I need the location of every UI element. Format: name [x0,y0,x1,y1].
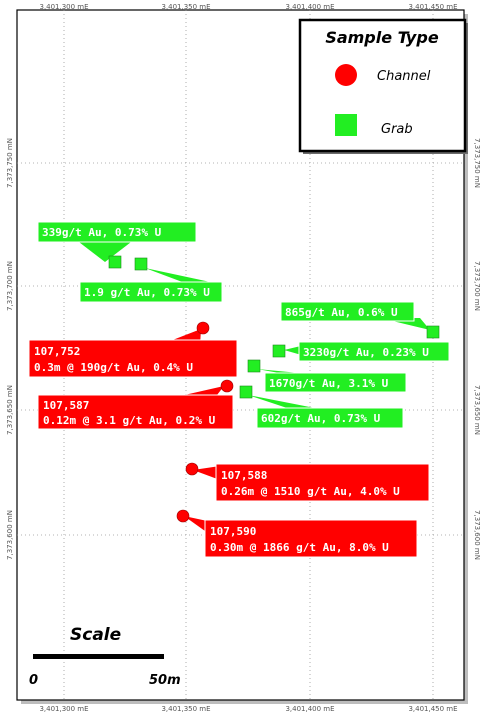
callout-box [215,463,430,502]
grab-callout: 3230g/t Au, 0.23% U [284,341,450,362]
grab-callout: 339g/t Au, 0.73% U [37,221,197,262]
grab-callout: 1670g/t Au, 3.1% U [257,369,407,393]
callout-text: 1.9 g/t Au, 0.73% U [84,286,210,299]
grab-callout: 602g/t Au, 0.73% U [248,395,404,429]
northing-label-right: 7,373,750 mN [473,138,481,188]
grab-sample-marker [134,257,148,271]
easting-label-bottom: 3,401,450 mE [408,705,457,713]
grab-sample-marker [239,385,253,399]
easting-label-top: 3,401,300 mE [39,3,88,11]
channel-callout: 107,590 0.30m @ 1866 g/t Au, 8.0% U [184,516,418,558]
callout-box [280,301,415,322]
callout-box [37,221,197,243]
callout-pointer [145,268,215,283]
northing-label-left: 7,373,750 mN [6,138,14,188]
grab-sample-marker [426,325,440,339]
easting-label-bottom: 3,401,350 mE [161,705,210,713]
northing-label-left: 7,373,600 mN [6,510,14,560]
grab-symbol-icon [335,114,357,136]
callout-box [256,407,404,429]
northing-label-left: 7,373,650 mN [6,385,14,435]
grab-sample-marker [272,344,286,358]
legend-label-channel: Channel [377,69,431,84]
callout-box [28,339,238,378]
callout-box [37,394,234,430]
callout-text: 0.26m @ 1510 g/t Au, 4.0% U [221,485,400,498]
callout-text: 0.3m @ 190g/t Au, 0.4% U [34,361,193,374]
callout-box [298,341,450,362]
channel-sample-marker [185,462,199,476]
channel-sample-marker [176,509,190,523]
callout-text: 107,587 [43,399,89,412]
channel-sample-marker [220,379,234,393]
grab-sample-marker [108,255,122,269]
scale-bar-line [33,654,164,659]
callout-text: 339g/t Au, 0.73% U [42,226,162,239]
easting-label-top: 3,401,350 mE [161,3,210,11]
northing-label-right: 7,373,700 mN [473,261,481,311]
easting-label-top: 3,401,450 mE [408,3,457,11]
northing-label-right: 7,373,650 mN [473,385,481,435]
callout-pointer [248,395,320,409]
easting-label-bottom: 3,401,300 mE [39,705,88,713]
callout-pointer [193,466,220,480]
legend: Sample Type Channel Grab [298,18,468,154]
callout-text: 602g/t Au, 0.73% U [261,412,381,425]
channel-callout: 107,752 0.3m @ 190g/t Au, 0.4% U [28,329,238,378]
easting-label-top: 3,401,400 mE [285,3,334,11]
callout-text: 107,588 [221,469,267,482]
callout-text: 107,752 [34,345,80,358]
grab-callout: 865g/t Au, 0.6% U [280,301,430,330]
grab-sample-marker [247,359,261,373]
channel-symbol-icon [335,64,357,86]
northing-label-left: 7,373,700 mN [6,261,14,311]
scale-bar: Scale 0 50m [29,625,181,688]
callout-text: 3230g/t Au, 0.23% U [303,346,429,359]
scale-end-label: 50m [149,673,181,688]
legend-label-grab: Grab [381,122,413,137]
channel-callout: 107,587 0.12m @ 3.1 g/t Au, 0.2% U [37,386,234,430]
scale-start-label: 0 [29,673,38,688]
scale-title: Scale [70,625,121,645]
callout-box [204,519,418,558]
callout-text: 1670g/t Au, 3.1% U [269,377,389,390]
legend-title: Sample Type [325,28,439,47]
grab-callout: 1.9 g/t Au, 0.73% U [79,268,223,303]
channel-callout: 107,588 0.26m @ 1510 g/t Au, 4.0% U [193,463,430,502]
callout-text: 865g/t Au, 0.6% U [285,306,398,319]
callout-box [264,372,407,393]
callout-text: 0.30m @ 1866 g/t Au, 8.0% U [210,541,389,554]
northing-label-right: 7,373,600 mN [473,510,481,560]
legend-box [298,18,467,153]
channel-sample-marker [196,321,210,335]
callout-text: 0.12m @ 3.1 g/t Au, 0.2% U [43,414,216,427]
callout-pointer [75,239,135,262]
callout-text: 107,590 [210,525,256,538]
easting-label-bottom: 3,401,400 mE [285,705,334,713]
callout-box [79,281,223,303]
